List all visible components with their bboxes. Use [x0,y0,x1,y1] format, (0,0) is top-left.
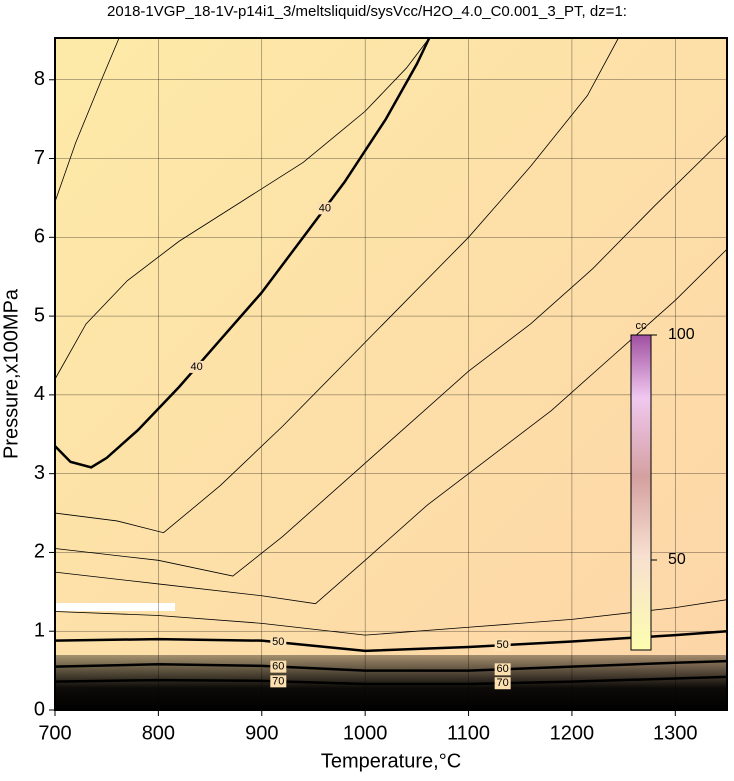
contour-label-bg [270,660,287,673]
y-tick-label: 6 [34,226,45,248]
contour-label: 40 [319,202,331,214]
chart-title: 2018-1VGP_18-1V-p14i1_3/meltsliquid/sysV… [107,3,627,20]
x-tick-label: 900 [245,722,278,744]
contour-line [54,37,120,202]
contour-line [54,599,728,636]
y-tick-label: 4 [34,383,45,405]
contour-label: 40 [191,361,203,373]
y-tick-label: 2 [34,541,45,563]
colorbar-tick-label: 50 [668,551,686,568]
colorbar-tick-label: 100 [668,326,695,343]
y-tick-label: 8 [34,68,45,90]
contour-label: 70 [272,675,284,687]
y-tick-label: 3 [34,462,45,484]
white-strip [55,603,175,611]
colorbar-label: cc [636,320,648,332]
contour-line [54,37,619,534]
contour-label: 60 [272,661,284,673]
colorbar [630,334,652,651]
contour-line [54,37,430,380]
contour-label: 50 [497,639,509,651]
contour-label-bg [270,675,287,688]
plot-background [55,38,727,710]
contour-label: 60 [497,663,509,675]
contour-label-bg [270,636,287,649]
x-tick-label: 700 [38,722,71,744]
x-tick-label: 800 [142,722,175,744]
y-tick-label: 1 [34,620,45,642]
x-axis-label: Temperature,°C [321,750,461,772]
contour-line [54,37,431,469]
x-tick-label: 1200 [550,722,595,744]
contour-label-bg [188,360,205,373]
plot-frame [54,37,728,711]
contour-label-bg [316,202,333,215]
y-tick-label: 0 [34,698,45,720]
contour-line [54,134,728,577]
contour-line [54,659,728,672]
y-tick-label: 5 [34,304,45,326]
contour-label-bg [494,677,511,690]
contour-label: 70 [497,677,509,689]
contour-line [54,675,728,686]
contour-line [54,629,728,653]
contour-label-bg [494,663,511,676]
x-tick-label: 1000 [343,722,388,744]
x-tick-label: 1100 [447,722,490,744]
contour-label: 50 [272,636,284,648]
x-tick-label: 1300 [653,722,698,744]
contour-label-bg [494,639,511,652]
y-tick-label: 7 [34,147,45,169]
y-axis-label: Pressure,x100MPa [0,288,22,459]
